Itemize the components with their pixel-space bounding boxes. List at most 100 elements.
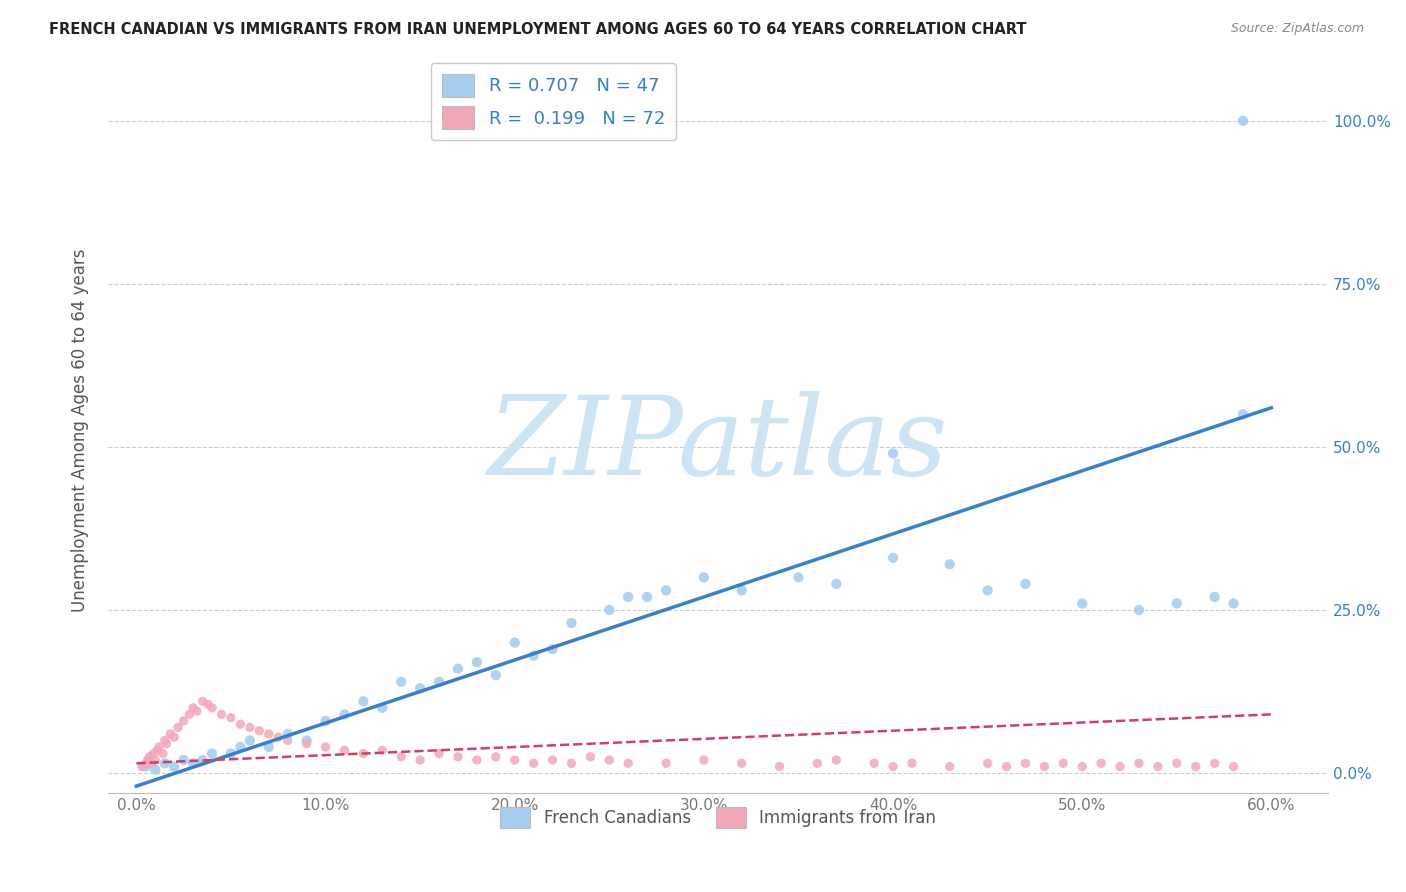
Point <box>163 759 186 773</box>
Point <box>136 753 159 767</box>
Point <box>1222 759 1244 773</box>
Point <box>693 753 716 767</box>
Point <box>1222 597 1244 611</box>
Point <box>825 577 848 591</box>
Point <box>1090 756 1112 771</box>
Point <box>267 730 290 744</box>
Point <box>219 747 242 761</box>
Point <box>1014 577 1036 591</box>
Point <box>939 759 962 773</box>
Point <box>153 733 176 747</box>
Point <box>191 694 214 708</box>
Point <box>901 756 924 771</box>
Point <box>1052 756 1074 771</box>
Point <box>976 756 998 771</box>
Point <box>1232 113 1254 128</box>
Point <box>768 759 790 773</box>
Point <box>211 707 233 722</box>
Point <box>352 694 374 708</box>
Point <box>1128 603 1150 617</box>
Point <box>201 747 224 761</box>
Point <box>503 753 526 767</box>
Point <box>598 753 620 767</box>
Point <box>825 753 848 767</box>
Text: ZIPatlas: ZIPatlas <box>488 392 948 499</box>
Point <box>465 753 488 767</box>
Point <box>163 730 186 744</box>
Point <box>560 756 582 771</box>
Point <box>1014 756 1036 771</box>
Point <box>976 583 998 598</box>
Point <box>409 753 432 767</box>
Point <box>229 739 252 754</box>
Point <box>1232 407 1254 421</box>
Point <box>201 701 224 715</box>
Point <box>277 733 299 747</box>
Point <box>371 743 394 757</box>
Point <box>138 749 160 764</box>
Point <box>148 739 170 754</box>
Point <box>465 655 488 669</box>
Point <box>1147 759 1170 773</box>
Point <box>315 739 337 754</box>
Point <box>427 747 450 761</box>
Point <box>617 590 640 604</box>
Point <box>1071 759 1094 773</box>
Point <box>427 674 450 689</box>
Point <box>503 635 526 649</box>
Point <box>523 756 546 771</box>
Point <box>239 733 262 747</box>
Point <box>995 759 1018 773</box>
Point <box>277 727 299 741</box>
Point <box>1033 759 1056 773</box>
Point <box>295 737 318 751</box>
Point <box>181 756 204 771</box>
Point <box>156 737 179 751</box>
Point <box>173 753 195 767</box>
Point <box>787 570 810 584</box>
Point <box>693 570 716 584</box>
Point <box>191 753 214 767</box>
Point <box>1128 756 1150 771</box>
Point <box>485 668 508 682</box>
Point <box>882 446 904 460</box>
Y-axis label: Unemployment Among Ages 60 to 64 years: Unemployment Among Ages 60 to 64 years <box>72 249 89 612</box>
Point <box>229 717 252 731</box>
Point <box>1109 759 1132 773</box>
Point <box>882 759 904 773</box>
Legend: French Canadians, Immigrants from Iran: French Canadians, Immigrants from Iran <box>494 800 942 835</box>
Point <box>447 662 470 676</box>
Point <box>447 749 470 764</box>
Point <box>239 720 262 734</box>
Point <box>153 756 176 771</box>
Point <box>1166 756 1188 771</box>
Point <box>247 723 270 738</box>
Point <box>598 603 620 617</box>
Point <box>143 763 166 777</box>
Point <box>1204 590 1226 604</box>
Point <box>1166 597 1188 611</box>
Point <box>579 749 602 764</box>
Point <box>333 743 356 757</box>
Point <box>135 756 157 771</box>
Point <box>197 698 219 712</box>
Point <box>159 727 181 741</box>
Point <box>389 749 412 764</box>
Point <box>409 681 432 696</box>
Point <box>560 615 582 630</box>
Point <box>731 583 754 598</box>
Point <box>806 756 828 771</box>
Point <box>655 756 678 771</box>
Point <box>143 753 166 767</box>
Point <box>142 747 165 761</box>
Point <box>167 720 190 734</box>
Point <box>1204 756 1226 771</box>
Point <box>541 642 564 657</box>
Point <box>541 753 564 767</box>
Point <box>617 756 640 771</box>
Text: FRENCH CANADIAN VS IMMIGRANTS FROM IRAN UNEMPLOYMENT AMONG AGES 60 TO 64 YEARS C: FRENCH CANADIAN VS IMMIGRANTS FROM IRAN … <box>49 22 1026 37</box>
Point <box>315 714 337 728</box>
Point <box>939 558 962 572</box>
Point <box>371 701 394 715</box>
Point <box>1071 597 1094 611</box>
